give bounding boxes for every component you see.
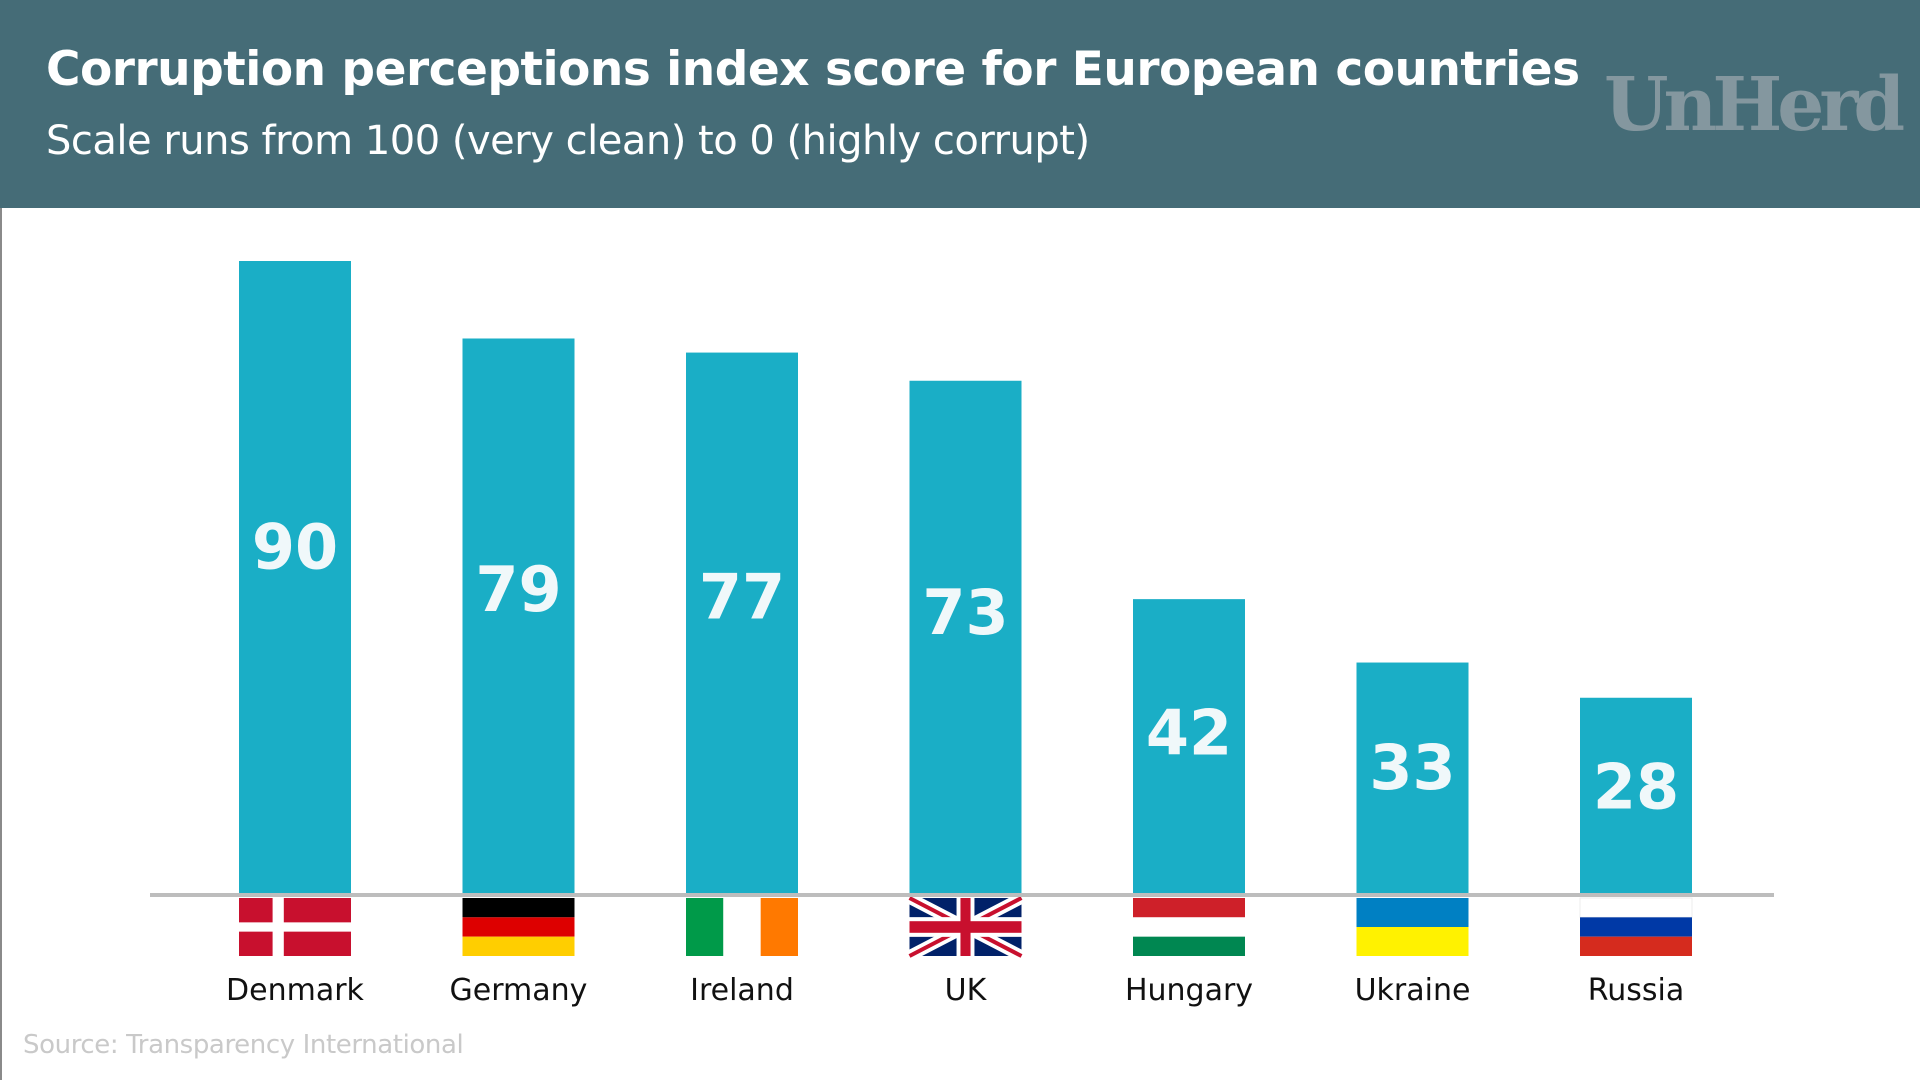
russia-flag	[1579, 897, 1693, 956]
chart-title: Corruption perceptions index score for E…	[46, 42, 1580, 97]
category-label: UK	[945, 973, 988, 1008]
source-note: Source: Transparency International	[23, 1030, 464, 1060]
chart-header: Corruption perceptions index score for E…	[0, 0, 1920, 208]
value-label: 33	[1369, 731, 1455, 804]
category-label: Germany	[450, 973, 588, 1008]
bar-uk	[909, 380, 1022, 895]
bar-hungary	[1133, 599, 1245, 895]
category-label: Hungary	[1125, 973, 1253, 1008]
value-label: 90	[252, 510, 338, 583]
value-label: 73	[922, 576, 1008, 649]
category-label: Denmark	[226, 973, 365, 1008]
bar-germany	[462, 338, 575, 895]
chart-subtitle: Scale runs from 100 (very clean) to 0 (h…	[46, 118, 1090, 164]
value-label: 42	[1146, 696, 1232, 769]
ukraine-flag	[1356, 898, 1469, 956]
unherd-logo: UnHerd	[1604, 62, 1905, 148]
denmark-flag	[239, 898, 351, 956]
bar-denmark	[239, 261, 351, 895]
bar-russia	[1580, 697, 1692, 895]
value-label: 28	[1593, 751, 1679, 824]
hungary-flag	[1133, 898, 1245, 956]
germany-flag	[462, 898, 575, 956]
value-label: 79	[475, 553, 561, 626]
value-label: 77	[699, 561, 785, 634]
category-label: Russia	[1588, 973, 1685, 1008]
uk-flag	[906, 892, 1025, 962]
bar-ireland	[686, 352, 798, 896]
category-label: Ireland	[690, 973, 794, 1008]
ireland-flag	[686, 898, 798, 956]
bar-ukraine	[1356, 662, 1469, 895]
frame-border	[0, 208, 2, 1080]
category-label: Ukraine	[1355, 973, 1471, 1008]
